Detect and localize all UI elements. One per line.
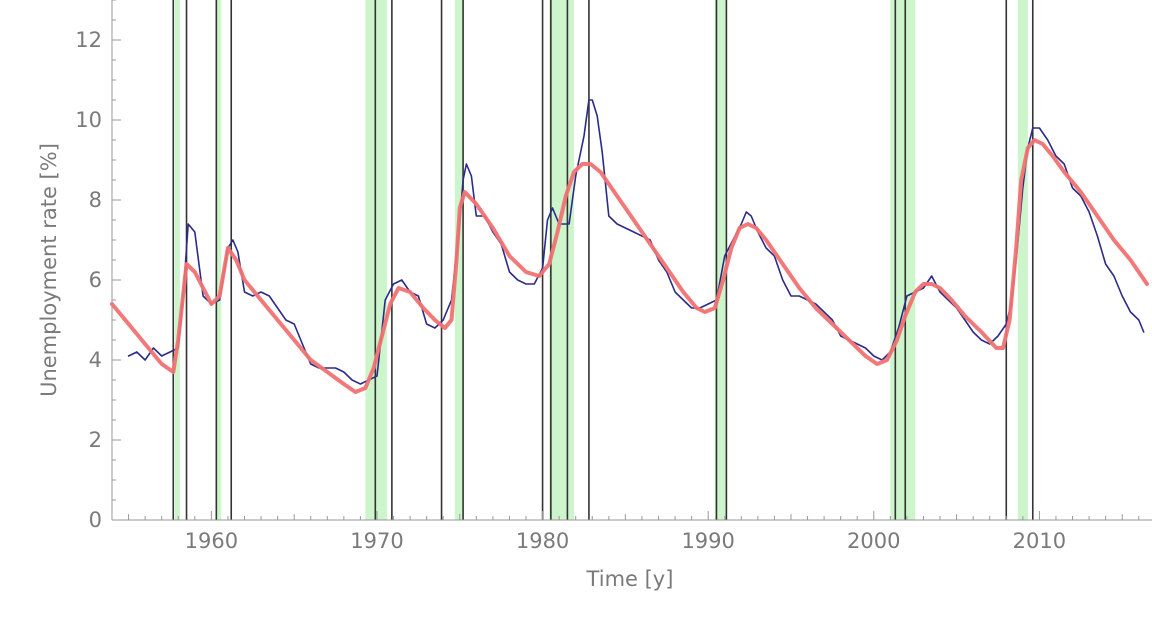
y-tick-label: 8 <box>89 188 102 212</box>
recession-band <box>890 0 916 520</box>
y-axis-ticks: 0 2 4 6 8 10 12 <box>75 0 121 532</box>
y-tick-label: 4 <box>89 348 102 372</box>
recession-band <box>454 0 464 520</box>
y-tick-label: 12 <box>75 28 102 52</box>
recession-band <box>1017 0 1028 520</box>
y-tick-label: 10 <box>75 108 102 132</box>
x-axis-title: Time [y] <box>586 567 674 591</box>
x-axis-ticks: 1960 1970 1980 1990 2000 2010 <box>128 511 1140 553</box>
y-tick-label: 0 <box>89 508 102 532</box>
recession-band <box>714 0 727 520</box>
observed-series-line <box>127 99 1145 385</box>
axes <box>111 0 1152 521</box>
x-tick-label: 1970 <box>350 529 403 553</box>
recession-band <box>174 0 180 520</box>
x-tick-label: 1980 <box>516 529 569 553</box>
x-tick-label: 2010 <box>1013 529 1066 553</box>
event-vertical-lines <box>172 0 1034 520</box>
series-group <box>110 99 1149 394</box>
y-tick-label: 2 <box>89 428 102 452</box>
recession-band <box>216 0 222 520</box>
recession-band <box>549 0 575 520</box>
fit-series-line <box>110 138 1149 394</box>
recession-bands <box>174 0 1028 520</box>
y-tick-label: 6 <box>89 268 102 292</box>
x-tick-label: 1990 <box>681 529 734 553</box>
y-axis-title: Unemployment rate [%] <box>37 143 61 397</box>
x-tick-label: 2000 <box>847 529 900 553</box>
recession-band <box>365 0 387 520</box>
x-tick-label: 1960 <box>185 529 238 553</box>
